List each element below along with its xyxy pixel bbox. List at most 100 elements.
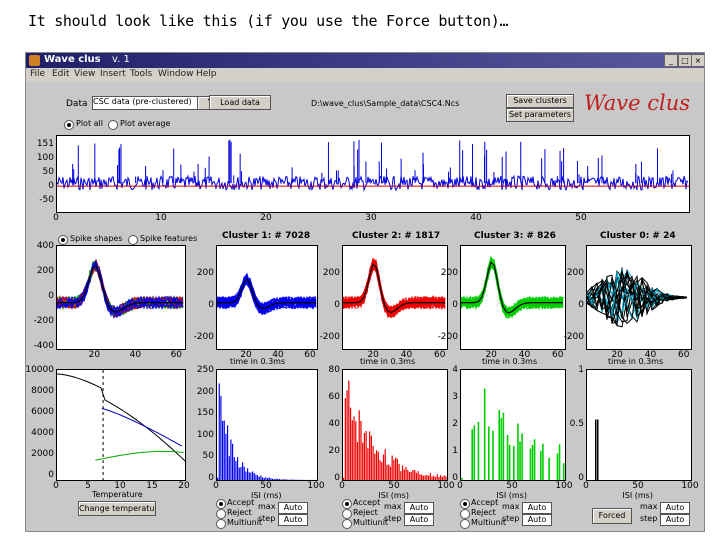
spike-ytick: -200 — [563, 332, 584, 342]
cluster3-isi-plot — [460, 369, 566, 481]
close-icon[interactable]: × — [691, 54, 704, 67]
cluster3-reject-radio[interactable] — [460, 509, 470, 519]
signal-ytick: 100 — [36, 153, 54, 163]
signal-xtick: 40 — [470, 213, 482, 223]
isi-ytick: 80 — [328, 365, 340, 375]
isi-axis-label: ISI (ms) — [622, 491, 653, 500]
cluster2-max-input[interactable]: Auto — [404, 502, 434, 514]
minimize-icon[interactable]: _ — [664, 54, 678, 67]
menu-window[interactable]: Window — [158, 69, 194, 79]
forced-button[interactable]: Forced — [592, 508, 632, 524]
signal-xtick: 30 — [365, 213, 377, 223]
signal-ytick: 50 — [42, 167, 54, 177]
spike-ytick: 400 — [36, 241, 54, 251]
change-temperature-button[interactable]: Change temperature — [78, 501, 156, 516]
all-spikes-plot — [56, 245, 186, 350]
signal-ytick: 151 — [36, 139, 54, 149]
cluster3-max-input[interactable]: Auto — [522, 502, 552, 514]
menu-help[interactable]: Help — [196, 69, 217, 79]
cluster3-step-label: step — [502, 514, 520, 523]
cluster2-step-input[interactable]: Auto — [404, 514, 434, 526]
wave-clus-brand: Wave clus — [584, 91, 691, 115]
cluster2-isi-plot — [342, 369, 448, 481]
cluster1-step-input[interactable]: Auto — [278, 514, 308, 526]
spike-ytick: 0 — [334, 300, 340, 310]
window-version: v. 1 — [112, 54, 130, 65]
menu-file[interactable]: File — [30, 69, 46, 79]
cluster1-max-input[interactable]: Auto — [278, 502, 308, 514]
cluster3-step-input[interactable]: Auto — [522, 514, 552, 526]
spike-features-radio[interactable] — [128, 235, 138, 245]
wave-clus-window: Wave clus v. 1 _ □ × File Edit View Inse… — [25, 52, 705, 532]
isi-ytick: 150 — [196, 408, 214, 419]
isi-ytick: 0 — [452, 473, 458, 483]
temperature-ytick: 2000 — [31, 449, 54, 459]
temperature-xtick: 15 — [146, 481, 158, 491]
isi-ytick: 4 — [452, 365, 458, 375]
cluster3-max-label: max — [502, 502, 520, 511]
menu-insert[interactable]: Insert — [100, 69, 126, 79]
data-label: Data — [66, 99, 88, 109]
time-axis-label: time in 0.3ms — [608, 357, 664, 366]
cluster2-reject-radio[interactable] — [342, 509, 352, 519]
time-axis-label: time in 0.3ms — [482, 357, 538, 366]
menu-bar: File Edit View Insert Tools Window Help — [26, 68, 704, 82]
temperature-ytick: 10000 — [25, 365, 54, 375]
cluster3-spikes-plot — [460, 245, 566, 350]
isi-ytick: 200 — [196, 386, 214, 397]
isi-xtick: 50 — [506, 481, 518, 491]
cluster0-step-input[interactable]: Auto — [660, 514, 690, 526]
cluster0-max-input[interactable]: Auto — [660, 502, 690, 514]
isi-ytick: 20 — [328, 446, 340, 456]
cluster2-fix-radio[interactable] — [342, 519, 352, 529]
save-clusters-button[interactable]: Save clusters — [506, 94, 574, 108]
cluster1-title: Cluster 1: # 7028 — [222, 231, 311, 241]
spike-xtick: 40 — [518, 350, 531, 360]
cluster1-accept-radio[interactable] — [216, 499, 226, 509]
cluster1-reject-radio[interactable] — [216, 509, 226, 519]
temperature-ytick: 8000 — [31, 386, 54, 396]
cluster2-fix-label: Multiunit — [353, 518, 389, 527]
window-title: Wave clus — [44, 54, 101, 65]
cluster1-accept-label: Accept — [227, 498, 255, 507]
set-parameters-button[interactable]: Set parameters — [506, 108, 574, 122]
spike-ytick: -200 — [33, 316, 54, 326]
data-type-value: CSC data (pre-clustered) — [93, 97, 192, 106]
isi-ytick: 50 — [202, 451, 214, 462]
plot-all-radio[interactable] — [64, 120, 74, 130]
menu-view[interactable]: View — [74, 69, 96, 79]
spike-features-label: Spike features — [140, 234, 198, 243]
mean-waveform — [343, 263, 445, 313]
spike-xtick: 60 — [552, 350, 564, 360]
isi-ytick: 0.5 — [569, 419, 584, 429]
mean-waveform — [217, 278, 316, 310]
spike-ytick: 200 — [36, 266, 54, 276]
maximize-icon[interactable]: □ — [678, 54, 692, 67]
spike-xtick: 60 — [304, 350, 316, 360]
temperature-xtick: 5 — [85, 481, 91, 491]
cluster3-title: Cluster 3: # 826 — [474, 231, 556, 241]
isi-xtick: 100 — [681, 481, 699, 491]
spike-xtick: 20 — [367, 350, 379, 360]
menu-edit[interactable]: Edit — [52, 69, 70, 79]
isi-ytick: 100 — [196, 429, 214, 440]
plot-all-label: Plot all — [76, 119, 103, 128]
menu-tools[interactable]: Tools — [130, 69, 153, 79]
cluster1-fix-radio[interactable] — [216, 519, 226, 529]
temperature-ytick: 0 — [48, 470, 54, 480]
cluster3-accept-radio[interactable] — [460, 499, 470, 509]
load-data-button[interactable]: Load data — [209, 95, 271, 110]
isi-xtick: 0 — [457, 481, 463, 491]
spike-xtick: 20 — [485, 350, 497, 360]
plot-average-radio[interactable] — [108, 120, 118, 130]
isi-ytick: 3 — [452, 392, 458, 402]
spike-ytick: 200 — [322, 268, 340, 278]
spike-shapes-radio[interactable] — [58, 235, 68, 245]
cluster0-spikes-plot — [586, 245, 692, 350]
data-type-select[interactable]: CSC data (pre-clustered) — [92, 96, 198, 110]
cluster2-accept-radio[interactable] — [342, 499, 352, 509]
spike-xtick: 40 — [272, 350, 284, 360]
signal-trace — [57, 174, 689, 192]
temperature-xtick: 20 — [178, 481, 190, 491]
cluster3-fix-radio[interactable] — [460, 519, 470, 529]
